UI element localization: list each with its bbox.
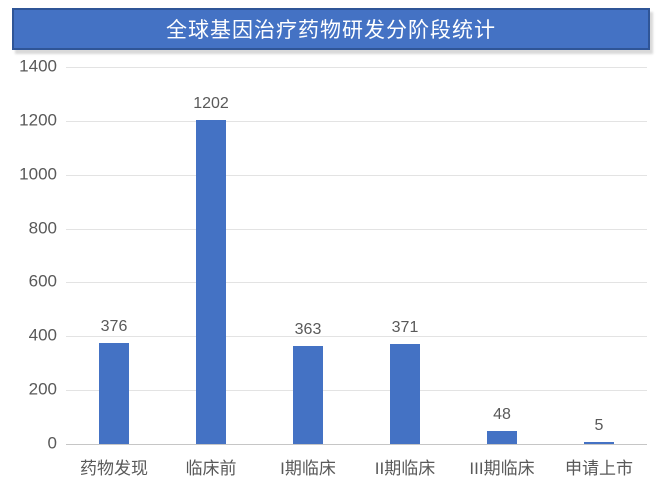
y-axis-tick-label: 200 [28,379,57,399]
x-axis-category-label: III期临床 [469,459,535,478]
x-axis-line [66,444,647,445]
x-axis-category-label: 临床前 [185,459,237,478]
gridline-1200 [66,121,647,122]
y-axis-tick-label: 1000 [19,164,57,184]
bar-II期临床 [390,344,420,444]
bar-I期临床 [293,346,323,444]
x-axis-category-label: I期临床 [280,459,336,478]
x-axis-category-label: 药物发现 [80,459,148,478]
data-label-临床前: 1202 [193,95,229,112]
data-label-药物发现: 376 [100,318,128,335]
x-axis-category-label: 申请上市 [565,459,633,478]
chart-title: 全球基因治疗药物研发分阶段统计 [166,19,496,42]
x-axis-category-label: II期临床 [374,459,436,478]
data-label-I期临床: 363 [294,321,322,338]
bar-临床前 [196,120,226,444]
gridline-600 [66,282,647,283]
y-axis-tick-label: 800 [28,218,57,238]
y-axis-tick-label: 400 [28,325,57,345]
gridline-400 [66,336,647,337]
gridline-1000 [66,175,647,176]
bar-药物发现 [99,343,129,444]
gridline-1400 [66,67,647,68]
y-axis-tick-label: 0 [47,433,57,453]
y-axis-tick-label: 1400 [19,56,57,76]
data-label-III期临床: 48 [493,406,511,423]
y-axis-tick-label: 1200 [19,110,57,130]
gridline-800 [66,229,647,230]
chart-title-banner: 全球基因治疗药物研发分阶段统计 [12,8,650,50]
bar-申请上市 [584,442,614,444]
y-axis-tick-label: 600 [28,271,57,291]
data-label-申请上市: 5 [594,417,604,434]
gridline-200 [66,390,647,391]
bar-III期临床 [487,431,517,444]
data-label-II期临床: 371 [391,319,419,336]
